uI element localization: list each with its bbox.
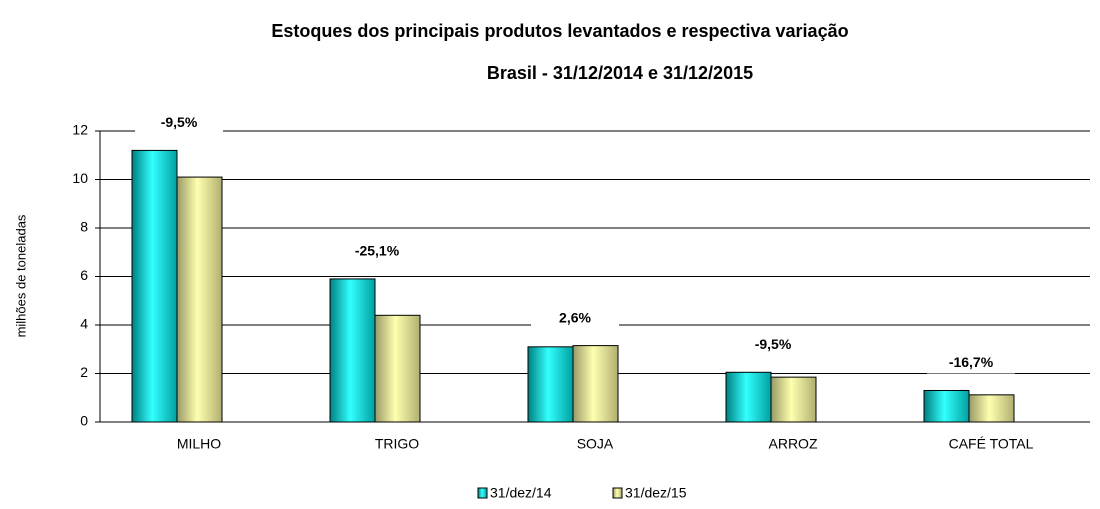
y-tick-label: 10: [72, 170, 88, 186]
y-tick-label: 6: [80, 267, 88, 283]
bar: [527, 346, 574, 423]
legend-label: 31/dez/14: [490, 485, 552, 501]
bar: [131, 149, 178, 423]
bar: [968, 394, 1015, 423]
annotation-bg: [531, 308, 619, 329]
bar: [572, 345, 619, 423]
legend-swatch: [612, 487, 623, 499]
x-tick-label: TRIGO: [375, 436, 419, 452]
x-tick-label: CAFÉ TOTAL: [949, 436, 1034, 452]
y-tick-label: 0: [80, 413, 88, 429]
bar: [770, 376, 817, 423]
bar: [923, 389, 970, 423]
bar: [725, 371, 772, 423]
y-tick-label: 2: [80, 364, 88, 380]
y-tick-label: 12: [72, 122, 88, 138]
y-tick-label: 4: [80, 316, 88, 332]
chart-title: Estoques dos principais produtos levanta…: [271, 21, 848, 41]
bar: [374, 314, 421, 423]
annotation-bg: [333, 241, 421, 262]
annotation: -25,1%: [355, 243, 400, 259]
annotation-bg: [729, 335, 817, 356]
bar: [329, 278, 376, 423]
annotation: -9,5%: [161, 114, 198, 130]
legend-label: 31/dez/15: [625, 485, 687, 501]
x-tick-label: MILHO: [177, 436, 221, 452]
annotation: -16,7%: [949, 354, 994, 370]
x-tick-label: ARROZ: [769, 436, 818, 452]
annotation-bg: [927, 353, 1015, 374]
x-tick-label: SOJA: [577, 436, 614, 452]
annotation: -9,5%: [755, 336, 792, 352]
annotation-bg: [135, 113, 223, 134]
chart-subtitle: Brasil - 31/12/2014 e 31/12/2015: [487, 63, 753, 83]
y-axis-label: milhões de toneladas: [13, 214, 28, 337]
y-tick-label: 8: [80, 219, 88, 235]
annotation: 2,6%: [559, 309, 591, 325]
bar: [176, 176, 223, 423]
legend-swatch: [477, 487, 488, 499]
